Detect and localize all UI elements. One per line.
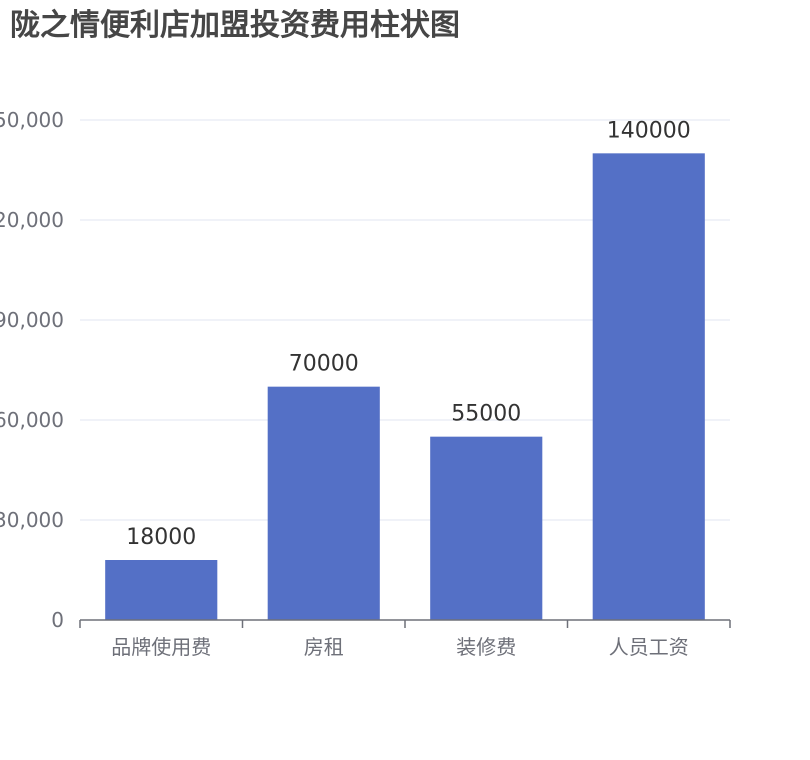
- x-tick-label: 房租: [304, 635, 344, 659]
- y-tick-label: 120,000: [0, 208, 64, 232]
- bars: [105, 153, 705, 621]
- y-tick-label: 150,000: [0, 108, 64, 132]
- data-label: 55000: [451, 402, 521, 427]
- y-tick-label: 90,000: [0, 308, 64, 332]
- x-tick-label: 品牌使用费: [111, 635, 211, 659]
- x-axis-labels: 品牌使用费 房租 装修费 人员工资: [111, 635, 689, 659]
- bar: [430, 436, 543, 620]
- data-labels: 18000 70000 55000 140000: [126, 118, 690, 550]
- data-label: 140000: [607, 118, 691, 143]
- y-tick-label: 30,000: [0, 508, 64, 532]
- y-tick-label: 60,000: [0, 408, 64, 432]
- x-tick-label: 人员工资: [609, 635, 689, 659]
- bar: [267, 386, 380, 620]
- bar: [105, 560, 218, 620]
- bar: [592, 153, 705, 621]
- y-axis-labels: 0 30,000 60,000 90,000 120,000 150,000: [0, 108, 64, 632]
- x-tick-label: 装修费: [456, 635, 516, 659]
- chart-title: 陇之情便利店加盟投资费用柱状图: [10, 8, 460, 43]
- data-label: 18000: [126, 525, 196, 550]
- y-tick-label: 0: [51, 608, 64, 632]
- x-axis: [79, 619, 731, 628]
- data-label: 70000: [289, 352, 359, 377]
